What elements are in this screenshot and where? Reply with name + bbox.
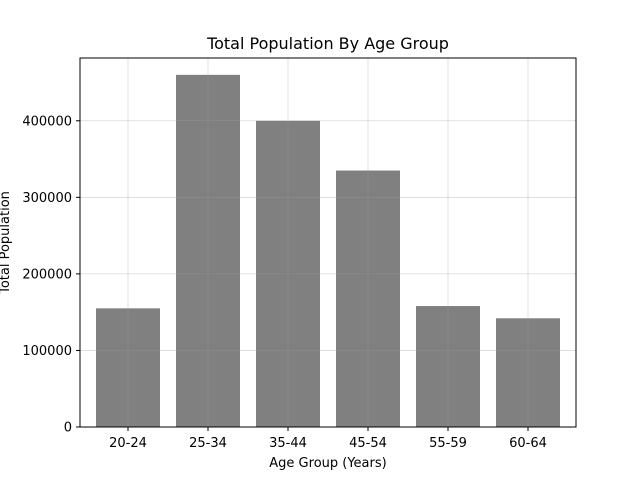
- y-axis-label: Total Population: [0, 191, 13, 295]
- y-axis-ticks: 0 100000 200000 300000 400000: [22, 114, 80, 436]
- bar-55-59: [416, 306, 480, 427]
- x-axis-label: Age Group (Years): [269, 456, 386, 471]
- x-tick-label: 35-44: [269, 436, 307, 451]
- x-tick-label: 55-59: [429, 436, 467, 451]
- bar-60-64: [496, 318, 560, 427]
- bar-45-54: [336, 170, 400, 427]
- y-tick-label: 300000: [22, 191, 72, 206]
- y-tick-label: 0: [64, 421, 72, 436]
- x-tick-label: 45-54: [349, 436, 387, 451]
- y-tick-label: 400000: [22, 114, 72, 129]
- x-tick-label: 25-34: [189, 436, 227, 451]
- x-tick-label: 60-64: [509, 436, 547, 451]
- bar-25-34: [176, 74, 240, 428]
- bars: [96, 74, 560, 428]
- plot-frame: [79, 57, 577, 428]
- y-tick-label: 100000: [22, 344, 72, 359]
- bar-35-44: [256, 120, 320, 427]
- y-tick-label: 200000: [22, 267, 72, 282]
- chart-title: Total Population By Age Group: [206, 34, 449, 53]
- bar-20-24: [96, 308, 160, 427]
- x-axis-ticks: 20-24 25-34 35-44 45-54 55-59 60-64: [109, 427, 547, 451]
- x-tick-label: 20-24: [109, 436, 147, 451]
